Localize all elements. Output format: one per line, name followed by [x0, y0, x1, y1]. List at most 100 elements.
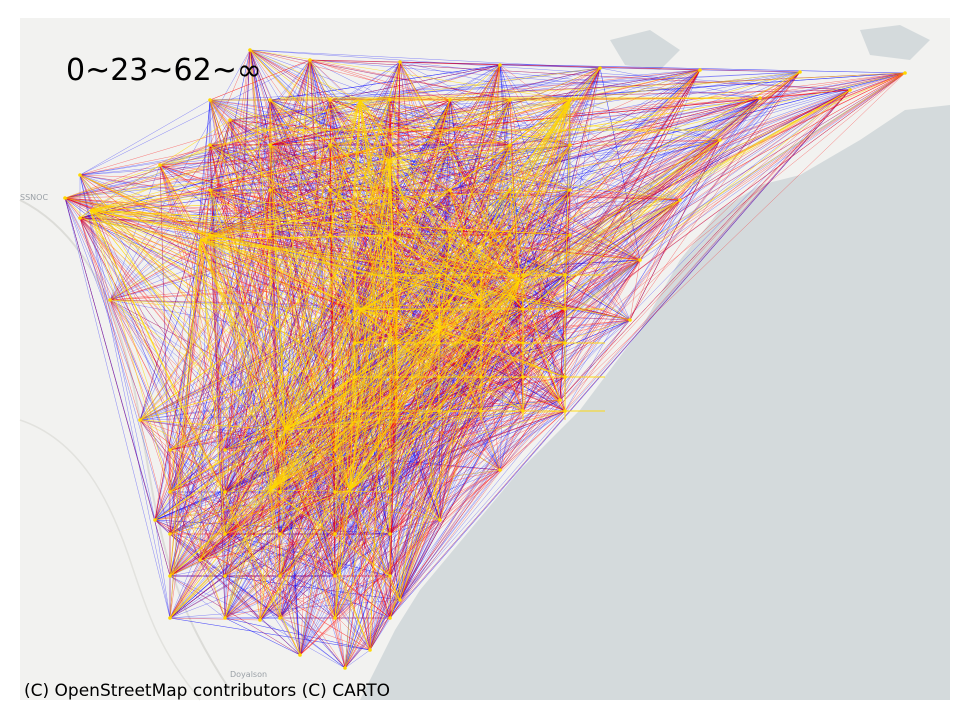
- network-edge: [349, 189, 391, 491]
- network-edge: [480, 279, 521, 310]
- network-node: [108, 298, 112, 302]
- network-edge: [309, 59, 501, 66]
- network-edge: [269, 144, 361, 311]
- network-edge: [284, 410, 524, 431]
- network-edge: [499, 64, 571, 191]
- network-edge: [349, 99, 391, 491]
- network-edge: [224, 274, 356, 451]
- network-edge: [89, 209, 641, 261]
- network-edge: [139, 59, 311, 421]
- network-edge: [249, 49, 482, 378]
- network-edge: [209, 99, 361, 146]
- network-edge: [439, 469, 501, 521]
- network-edge: [154, 449, 171, 521]
- network-edge: [349, 376, 440, 491]
- legend-label: 0~23~62~∞: [66, 53, 262, 88]
- network-edge: [569, 69, 701, 101]
- network-edge: [169, 159, 391, 577]
- network-edge: [519, 279, 566, 310]
- network-edge: [389, 99, 571, 493]
- network-edge: [229, 99, 361, 121]
- network-edge: [249, 49, 336, 577]
- network-edge: [159, 99, 571, 166]
- network-node: [268, 143, 272, 147]
- network-node: [438, 518, 442, 522]
- network-edge: [344, 342, 482, 669]
- network-edge: [569, 72, 906, 146]
- network-edge: [209, 189, 351, 491]
- network-edge: [334, 159, 391, 619]
- network-edge: [229, 119, 566, 276]
- network-edge: [344, 279, 521, 669]
- network-node: [848, 88, 852, 92]
- network-edge: [438, 399, 561, 412]
- network-edge: [449, 144, 631, 321]
- network-edge: [389, 234, 521, 281]
- network-node: [353, 307, 357, 311]
- network-node: [448, 188, 452, 192]
- network-edge: [329, 189, 351, 491]
- network-edge: [479, 144, 571, 301]
- network-edge: [359, 99, 451, 236]
- network-edge: [279, 489, 351, 577]
- network-node: [437, 307, 441, 311]
- lake-area-2: [860, 25, 930, 60]
- network-edge: [284, 144, 331, 431]
- network-edge: [334, 376, 482, 577]
- network-edge: [249, 49, 511, 101]
- network-edge: [199, 239, 336, 493]
- network-edge: [259, 491, 391, 621]
- network-edge: [519, 71, 801, 281]
- network-edge: [269, 69, 701, 491]
- network-node: [521, 307, 525, 311]
- network-edge: [449, 234, 521, 281]
- network-edge: [438, 189, 451, 276]
- network-edge: [79, 174, 561, 401]
- network-edge: [224, 617, 371, 651]
- network-edge: [479, 299, 524, 412]
- network-node: [343, 666, 347, 670]
- network-edge: [269, 489, 391, 577]
- network-edge: [209, 64, 501, 146]
- network-edge: [169, 234, 331, 619]
- network-edge: [209, 99, 571, 146]
- network-edge: [269, 69, 701, 146]
- network-edge: [509, 139, 721, 236]
- network-edge: [79, 217, 171, 493]
- network-edge: [569, 71, 801, 101]
- network-edge: [249, 49, 851, 91]
- network-edge: [169, 489, 271, 535]
- network-edge: [329, 99, 361, 236]
- network-edge: [209, 144, 356, 412]
- network-node: [498, 63, 502, 67]
- network-node: [448, 98, 452, 102]
- network-node: [395, 341, 399, 345]
- network-edge: [396, 99, 571, 310]
- network-edge: [279, 533, 301, 656]
- network-edge: [299, 399, 561, 656]
- network-edge: [334, 489, 351, 577]
- network-edge: [389, 64, 501, 161]
- network-edge: [354, 99, 571, 412]
- network-edge: [354, 279, 521, 344]
- network-edge: [344, 308, 566, 669]
- network-edge: [569, 89, 851, 236]
- network-edge: [209, 234, 524, 276]
- network-edge: [269, 234, 281, 577]
- network-edges: [64, 49, 906, 669]
- network-edge: [359, 99, 511, 146]
- network-edge: [224, 329, 441, 451]
- network-node: [328, 188, 332, 192]
- network-edge: [209, 59, 311, 191]
- network-edge: [154, 64, 501, 521]
- network-edge: [64, 189, 391, 199]
- network-node: [395, 307, 399, 311]
- network-edge: [259, 376, 524, 621]
- network-edge: [139, 99, 361, 421]
- network-edge: [389, 64, 501, 451]
- network-edge: [169, 342, 566, 451]
- network-edge: [564, 71, 801, 412]
- network-edge: [209, 144, 482, 412]
- network-edge: [89, 209, 356, 412]
- network-edge: [359, 72, 906, 311]
